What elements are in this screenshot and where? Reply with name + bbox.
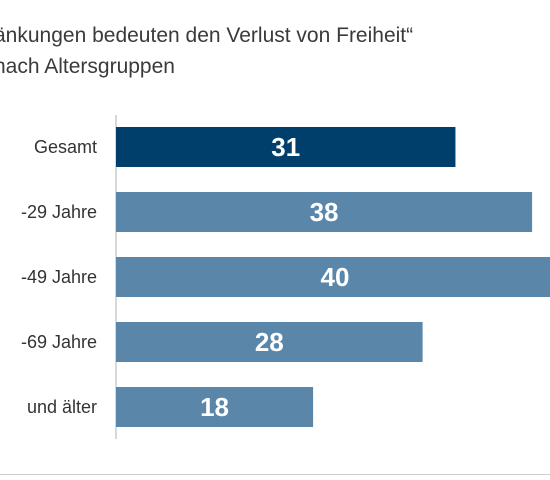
value-label-4: 18 (200, 392, 229, 422)
category-label-1: -29 Jahre (21, 202, 97, 222)
category-label-2: -49 Jahre (21, 267, 97, 287)
value-label-3: 28 (255, 327, 284, 357)
bar-2 (116, 257, 550, 297)
bar-0 (116, 127, 456, 167)
value-label-0: 31 (271, 132, 300, 162)
category-label-3: -69 Jahre (21, 332, 97, 352)
chart-title-line-2: nach Altersgruppen (0, 55, 175, 78)
value-label-2: 40 (321, 262, 350, 292)
chart-title-line-1: änkungen bedeuten den Verlust von Freihe… (0, 24, 414, 47)
category-label-0: Gesamt (34, 137, 97, 157)
category-label-4: und älter (27, 397, 97, 417)
bar-4 (116, 387, 314, 427)
bar-3 (116, 322, 423, 362)
value-label-1: 38 (310, 197, 339, 227)
bar-1 (116, 192, 533, 232)
bottom-divider (0, 474, 550, 475)
